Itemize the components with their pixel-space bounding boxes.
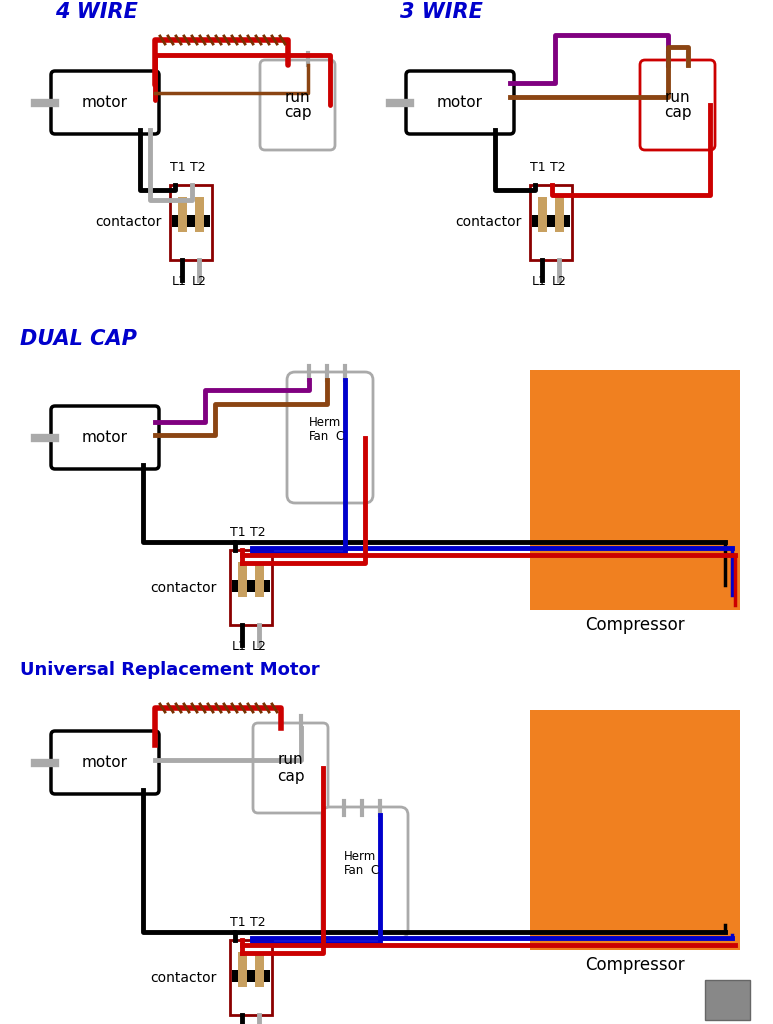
Text: L2: L2 bbox=[252, 640, 267, 653]
FancyBboxPatch shape bbox=[322, 807, 408, 938]
Text: contactor: contactor bbox=[455, 215, 521, 229]
Text: run: run bbox=[284, 89, 310, 104]
Bar bbox=[195, 197, 204, 232]
Text: 4 WIRE: 4 WIRE bbox=[55, 2, 138, 22]
Text: L2: L2 bbox=[192, 275, 207, 288]
Bar bbox=[230, 550, 272, 625]
FancyBboxPatch shape bbox=[51, 406, 159, 469]
Text: T1: T1 bbox=[230, 526, 246, 539]
Bar bbox=[238, 562, 247, 597]
Bar bbox=[530, 370, 740, 610]
Bar bbox=[530, 185, 572, 260]
Text: C: C bbox=[335, 429, 343, 442]
Text: contactor: contactor bbox=[95, 215, 162, 229]
Bar bbox=[255, 562, 264, 597]
Text: Herm: Herm bbox=[309, 416, 341, 428]
Text: L2: L2 bbox=[552, 275, 567, 288]
Text: motor: motor bbox=[82, 755, 128, 770]
FancyBboxPatch shape bbox=[640, 60, 715, 150]
FancyBboxPatch shape bbox=[406, 71, 514, 134]
Text: T1: T1 bbox=[170, 161, 186, 174]
Bar bbox=[178, 197, 187, 232]
Text: contactor: contactor bbox=[150, 581, 216, 595]
Bar bbox=[538, 197, 547, 232]
Text: C: C bbox=[370, 864, 378, 878]
Text: T1: T1 bbox=[230, 916, 246, 929]
FancyBboxPatch shape bbox=[287, 372, 373, 503]
Bar bbox=[238, 952, 247, 987]
Bar bbox=[232, 580, 270, 592]
Text: L1: L1 bbox=[532, 275, 547, 288]
FancyBboxPatch shape bbox=[51, 731, 159, 794]
Bar bbox=[530, 710, 740, 950]
Text: L1: L1 bbox=[172, 275, 187, 288]
Text: T1: T1 bbox=[530, 161, 546, 174]
Bar bbox=[170, 185, 212, 260]
Bar bbox=[255, 952, 264, 987]
Text: T2: T2 bbox=[190, 161, 206, 174]
Text: DUAL CAP: DUAL CAP bbox=[20, 329, 137, 349]
Text: run: run bbox=[278, 753, 303, 768]
Text: T2: T2 bbox=[250, 916, 266, 929]
Text: T2: T2 bbox=[250, 526, 266, 539]
Text: run: run bbox=[665, 89, 690, 104]
Text: motor: motor bbox=[82, 95, 128, 110]
Text: L1: L1 bbox=[232, 640, 247, 653]
Text: Compressor: Compressor bbox=[585, 956, 685, 974]
FancyBboxPatch shape bbox=[51, 71, 159, 134]
FancyBboxPatch shape bbox=[260, 60, 335, 150]
Text: Universal Replacement Motor: Universal Replacement Motor bbox=[20, 662, 319, 679]
Bar bbox=[555, 197, 564, 232]
Text: Herm: Herm bbox=[344, 851, 376, 863]
Bar bbox=[230, 940, 272, 1015]
Text: 3 WIRE: 3 WIRE bbox=[400, 2, 483, 22]
Bar bbox=[705, 980, 750, 1020]
Text: motor: motor bbox=[82, 430, 128, 445]
FancyBboxPatch shape bbox=[253, 723, 328, 813]
Text: cap: cap bbox=[664, 105, 691, 121]
Text: cap: cap bbox=[284, 105, 312, 121]
Bar bbox=[532, 215, 570, 227]
Text: Compressor: Compressor bbox=[585, 616, 685, 634]
Bar bbox=[232, 970, 270, 982]
Text: Fan: Fan bbox=[344, 864, 364, 878]
Text: Fan: Fan bbox=[309, 429, 329, 442]
Text: cap: cap bbox=[277, 768, 305, 783]
Text: motor: motor bbox=[437, 95, 483, 110]
Text: T2: T2 bbox=[550, 161, 566, 174]
Text: contactor: contactor bbox=[150, 971, 216, 984]
Bar bbox=[172, 215, 210, 227]
